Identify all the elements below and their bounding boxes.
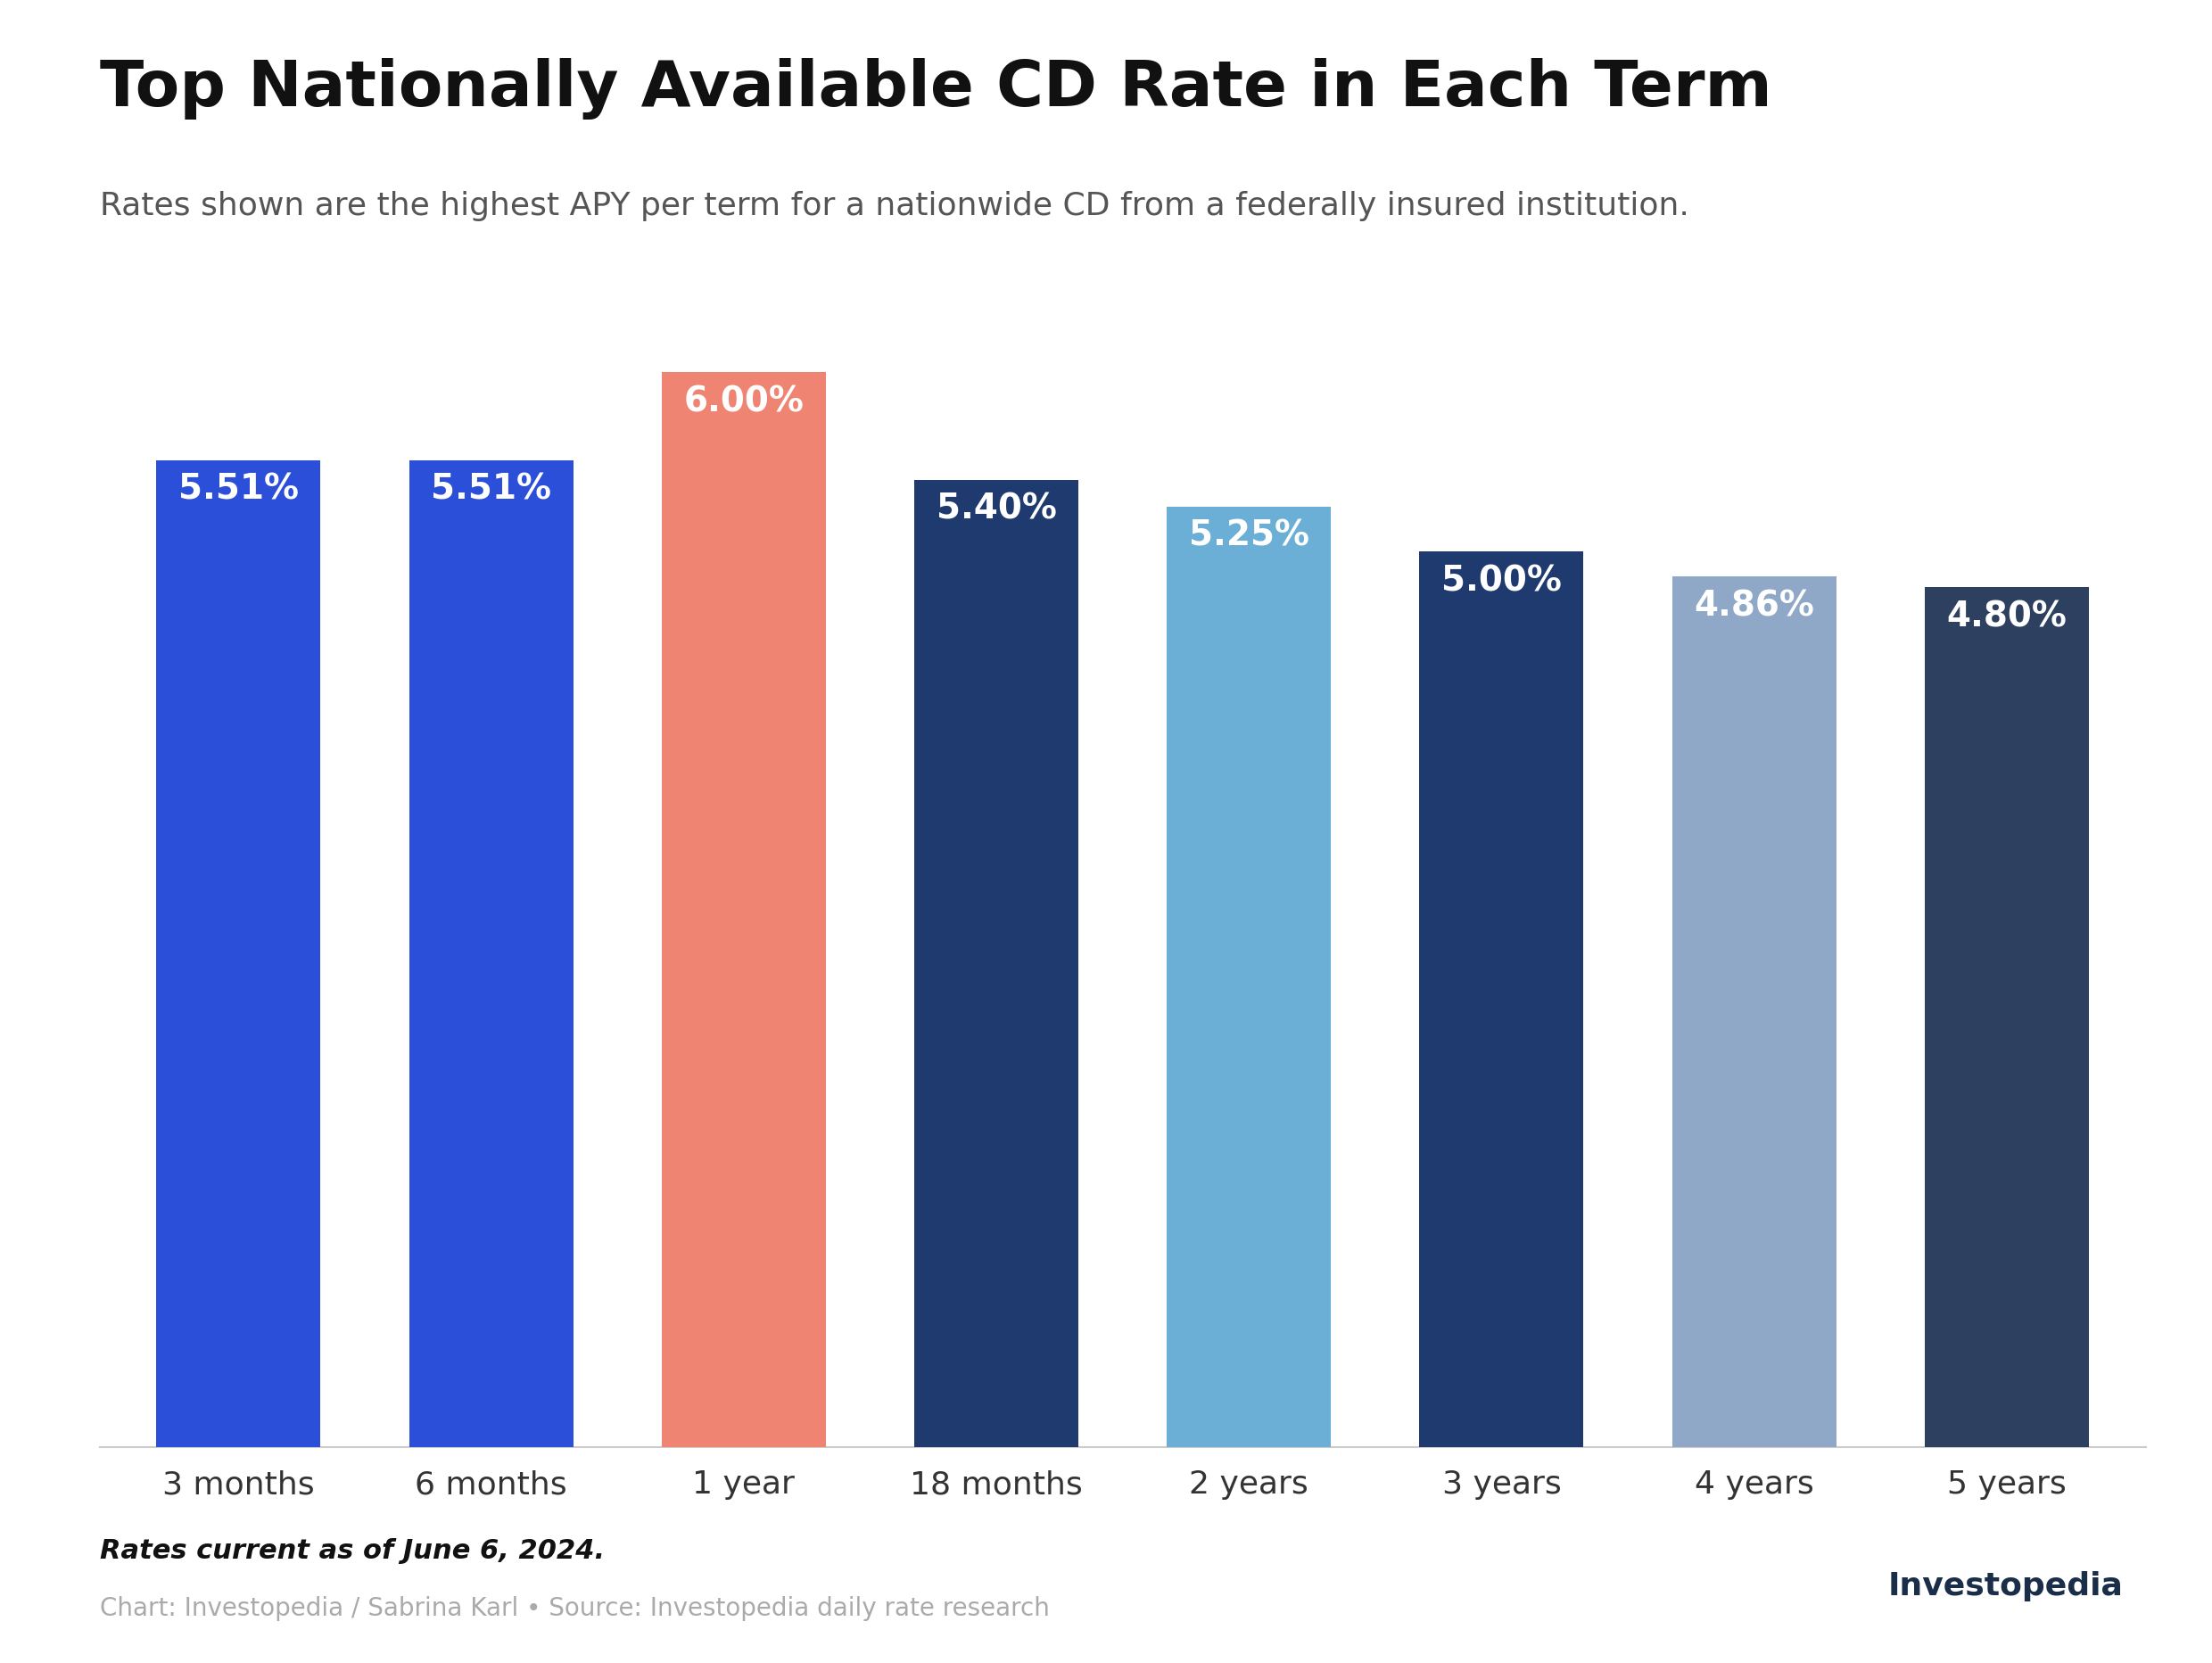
Text: 5.00%: 5.00% xyxy=(1442,564,1562,597)
Text: 6.00%: 6.00% xyxy=(684,384,803,419)
Bar xyxy=(914,479,1079,1447)
Text: Investopedia: Investopedia xyxy=(1889,1572,2124,1601)
Bar xyxy=(1420,552,1584,1447)
Text: 5.51%: 5.51% xyxy=(179,472,299,507)
Bar xyxy=(409,461,573,1447)
Text: 5.51%: 5.51% xyxy=(431,472,551,507)
Text: Chart: Investopedia / Sabrina Karl • Source: Investopedia daily rate research: Chart: Investopedia / Sabrina Karl • Sou… xyxy=(100,1596,1048,1621)
Text: Rates current as of June 6, 2024.: Rates current as of June 6, 2024. xyxy=(100,1538,604,1565)
Bar xyxy=(1924,587,2088,1447)
Text: 4.80%: 4.80% xyxy=(1947,600,2066,634)
Bar xyxy=(1672,577,1836,1447)
Bar xyxy=(661,373,825,1447)
Bar xyxy=(1166,507,1332,1447)
Text: 5.25%: 5.25% xyxy=(1188,519,1310,554)
Text: Rates shown are the highest APY per term for a nationwide CD from a federally in: Rates shown are the highest APY per term… xyxy=(100,191,1688,221)
Bar xyxy=(157,461,321,1447)
Text: 4.86%: 4.86% xyxy=(1694,589,1814,624)
Text: 5.40%: 5.40% xyxy=(936,492,1057,526)
Text: Top Nationally Available CD Rate in Each Term: Top Nationally Available CD Rate in Each… xyxy=(100,58,1772,120)
